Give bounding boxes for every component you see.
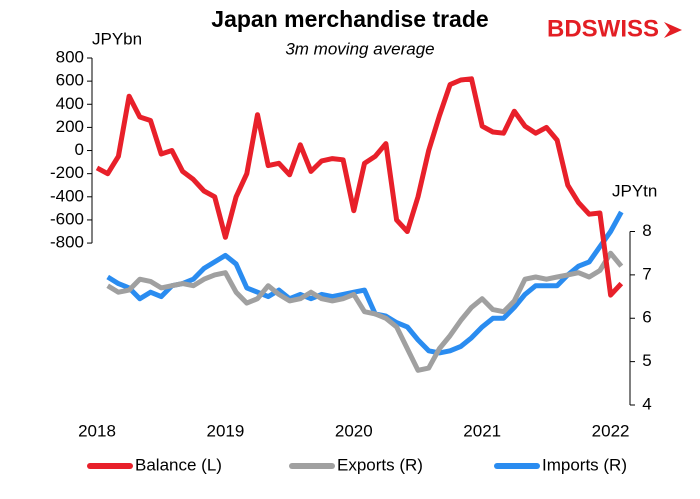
y-tick-label: 600: [56, 71, 84, 90]
logo: BDSWISS: [547, 15, 659, 42]
chart-subtitle: 3m moving average: [285, 39, 434, 58]
x-tick-label: 2021: [463, 421, 501, 440]
series-line: [106, 250, 624, 373]
y2-tick-label: 8: [642, 221, 651, 240]
y-tick-label: 0: [75, 140, 84, 159]
series-line: [106, 210, 624, 356]
y-tick-label: 800: [56, 47, 84, 66]
y-tick-label: 400: [56, 94, 84, 113]
y-tick-label: -800: [50, 233, 84, 252]
y2-tick-label: 4: [642, 394, 651, 413]
y-tick-label: -400: [50, 186, 84, 205]
y2-tick-label: 5: [642, 351, 651, 370]
y2-axis-label: JPYtn: [612, 181, 657, 200]
x-tick-label: 2020: [335, 421, 373, 440]
x-tick-label: 2022: [592, 421, 630, 440]
y-axis-label: JPYbn: [92, 29, 142, 48]
x-tick-label: 2018: [78, 421, 116, 440]
y2-tick-label: 7: [642, 264, 651, 283]
x-tick-label: 2019: [206, 421, 244, 440]
y-tick-label: -200: [50, 163, 84, 182]
logo-arrow: [664, 22, 682, 38]
legend-label: Exports (R): [337, 455, 423, 474]
legend-label: Balance (L): [135, 455, 222, 474]
y2-tick-label: 6: [642, 308, 651, 327]
legend-label: Imports (R): [542, 455, 627, 474]
y-tick-label: -600: [50, 209, 84, 228]
series-line: [95, 76, 624, 298]
y-tick-label: 200: [56, 117, 84, 136]
chart-title: Japan merchandise trade: [211, 6, 488, 32]
